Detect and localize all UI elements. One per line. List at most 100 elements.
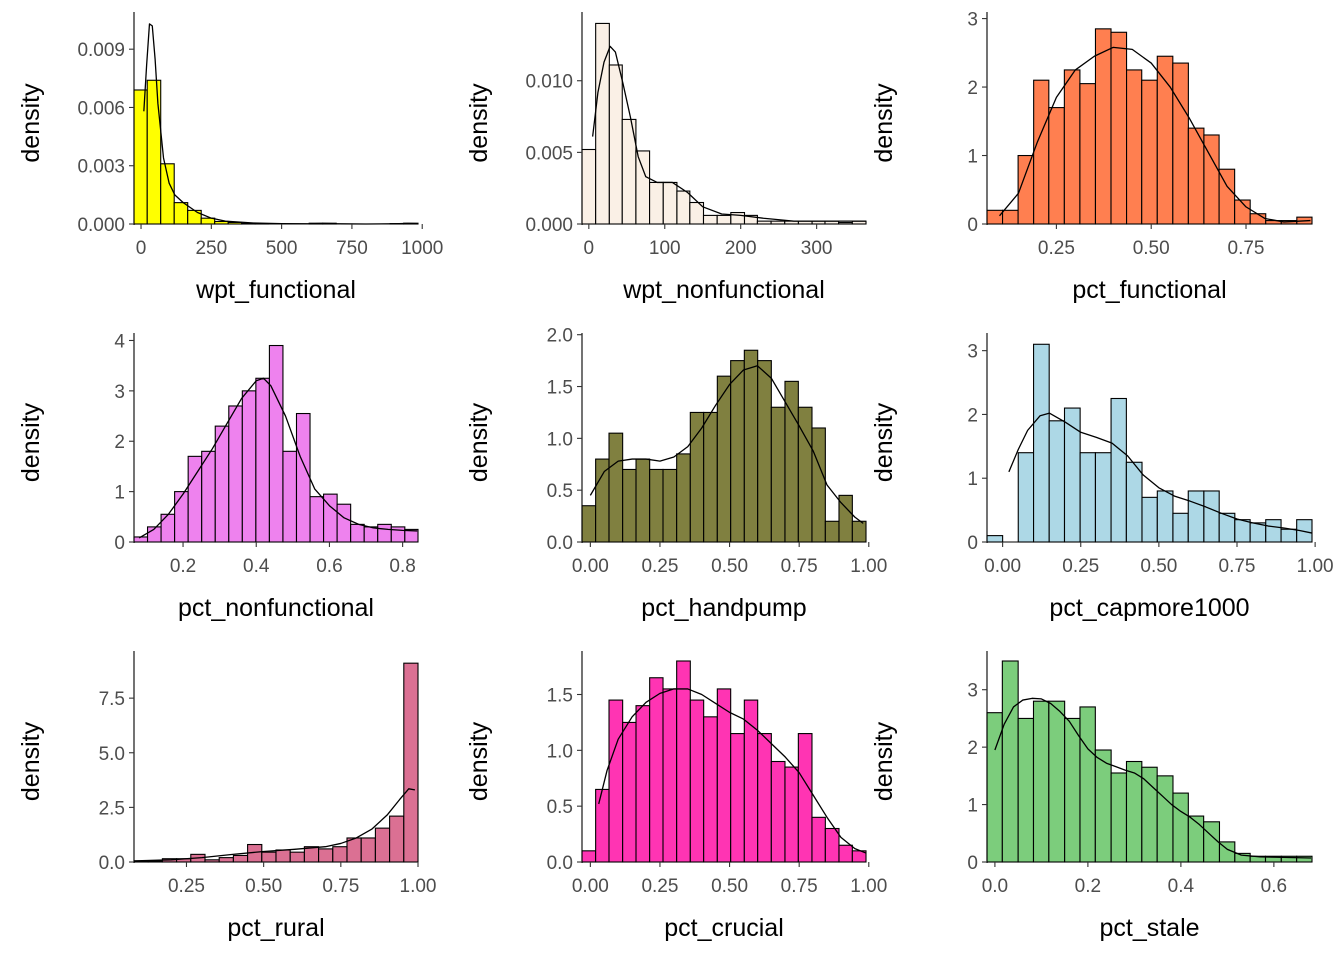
x-tick-label: 0.75	[1228, 238, 1265, 259]
histogram-bar	[146, 79, 162, 225]
histogram-bar	[174, 491, 189, 543]
histogram-bar	[676, 453, 691, 543]
histogram-bar	[1094, 749, 1112, 863]
histogram-bar	[702, 214, 718, 225]
x-tick-label: 0	[136, 238, 147, 259]
y-axis-title: density	[17, 721, 45, 801]
y-tick-label: 1	[967, 469, 978, 490]
histogram-bar	[784, 766, 799, 863]
x-tick-label: 0.75	[781, 876, 818, 897]
x-tick-label: 250	[195, 238, 227, 259]
x-tick-label: 0.00	[572, 876, 609, 897]
histogram-bar	[716, 688, 732, 863]
histogram-bar	[622, 468, 637, 543]
histogram-bar	[1203, 490, 1220, 543]
histogram-bar	[1094, 28, 1112, 225]
x-tick-label: 200	[725, 238, 757, 259]
histogram-bar	[811, 816, 826, 863]
histogram-bar	[824, 827, 840, 863]
histogram-bar	[1079, 452, 1096, 543]
histogram-bar	[608, 432, 624, 543]
histogram-bar	[289, 851, 305, 863]
histogram-bar	[1033, 343, 1050, 543]
histogram-bar	[1017, 452, 1035, 543]
histogram-bar	[403, 662, 419, 863]
density-curve	[138, 377, 418, 539]
x-tick-label: 0.25	[168, 876, 205, 897]
y-tick-label: 4	[114, 331, 125, 352]
y-tick-label: 0.0	[99, 853, 125, 874]
x-axis-title: wpt_nonfunctional	[622, 276, 825, 304]
histogram-bar	[1249, 522, 1267, 543]
histogram-bar	[689, 411, 705, 543]
histogram-bar	[649, 181, 664, 225]
y-tick-label: 1.5	[547, 378, 573, 399]
histogram-bar	[1110, 31, 1128, 225]
x-tick-label: 0.4	[1168, 876, 1195, 897]
histogram-bar	[851, 520, 867, 543]
x-tick-label: 0.75	[322, 876, 359, 897]
x-tick-label: 0.25	[641, 876, 678, 897]
histogram-bar	[649, 468, 664, 543]
y-tick-label: 1	[967, 796, 978, 817]
histogram-bar	[743, 349, 759, 543]
histogram-bar	[346, 837, 362, 863]
histogram-bar	[1079, 83, 1097, 225]
histogram-bar	[1156, 775, 1174, 863]
histogram-bar	[1110, 397, 1127, 543]
histogram-bar	[581, 148, 597, 225]
histogram-bar	[332, 846, 348, 863]
histogram-bar	[662, 688, 678, 863]
histogram-bar	[1048, 700, 1066, 863]
histogram-bar	[1234, 519, 1251, 543]
y-tick-label: 0.5	[547, 797, 573, 818]
x-tick-label: 0.50	[245, 876, 282, 897]
histogram-bar	[581, 505, 597, 543]
x-tick-label: 500	[266, 238, 298, 259]
y-tick-label: 3	[967, 681, 978, 702]
x-tick-label: 1.00	[850, 876, 887, 897]
y-tick-label: 2.5	[99, 798, 125, 819]
histogram-bar	[1032, 700, 1050, 863]
density-curve	[591, 45, 866, 222]
histogram-bar	[676, 190, 691, 225]
y-tick-label: 0.5	[547, 481, 573, 502]
density-curve	[133, 788, 416, 862]
histogram-bar	[581, 850, 597, 863]
x-axis-title: wpt_functional	[195, 276, 356, 304]
histogram-bar	[232, 854, 249, 863]
x-tick-label: 0.00	[984, 556, 1021, 577]
histogram-bar	[1079, 706, 1096, 863]
histogram-bar	[730, 360, 745, 543]
x-tick-label: 300	[801, 238, 833, 259]
histogram-bar	[838, 844, 853, 863]
y-tick-label: 3	[114, 382, 125, 403]
histogram-bar	[730, 733, 745, 863]
histogram-bar	[1063, 69, 1081, 225]
x-tick-label: 1.00	[1297, 556, 1334, 577]
histogram-bar	[218, 857, 234, 863]
histogram-bar	[608, 699, 624, 863]
histogram-bar	[662, 181, 678, 225]
histogram-bar	[1048, 107, 1065, 225]
x-tick-label: 0.75	[1219, 556, 1256, 577]
x-axis-title: pct_capmore1000	[1049, 594, 1249, 622]
x-axis-title: pct_nonfunctional	[178, 594, 374, 622]
x-tick-label: 0.4	[243, 556, 270, 577]
x-tick-label: 0.25	[641, 556, 678, 577]
panel-wpt_functional: 0.000 0.003 0.006 0.009 0 250 500 750 1000 wpt_fu…	[17, 12, 443, 304]
y-tick-label: 7.5	[99, 689, 125, 710]
histogram-bar	[241, 390, 257, 543]
histogram-bar	[389, 815, 405, 863]
histogram-bar	[374, 827, 391, 863]
y-tick-label: 3	[967, 342, 978, 363]
histogram-bar	[770, 760, 786, 863]
x-tick-label: 0.8	[389, 556, 415, 577]
density-curve	[999, 46, 1311, 223]
histogram-bar	[1187, 815, 1205, 863]
y-axis-title: density	[465, 721, 493, 801]
histogram-bar	[1187, 490, 1205, 543]
density-curve	[143, 23, 419, 225]
panel-pct_handpump: 0.0 0.5 1.0 1.5 2.0 0.00 0.25 0.50 0.75 1.00 pct_h…	[465, 326, 887, 622]
